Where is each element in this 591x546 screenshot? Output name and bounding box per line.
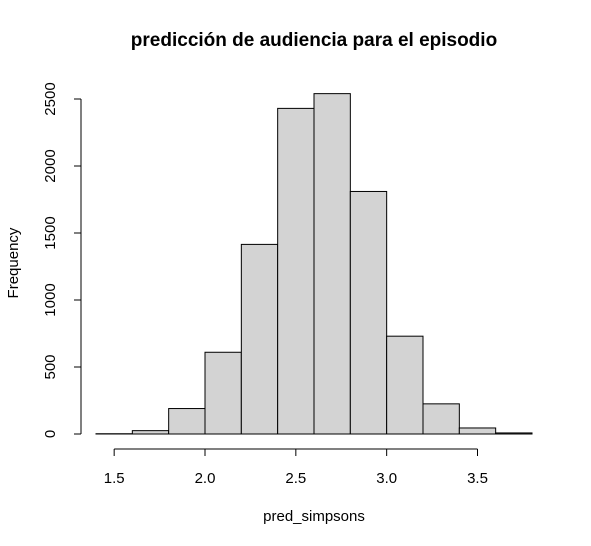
y-tick-label: 0 xyxy=(42,430,59,438)
histogram-bar xyxy=(386,335,424,435)
histogram-bar xyxy=(277,107,315,435)
histogram-bar xyxy=(495,432,533,435)
histogram-bar xyxy=(168,408,206,435)
x-tick-label: 3.5 xyxy=(467,470,488,487)
x-tick-label: 1.5 xyxy=(104,470,125,487)
y-axis-ticks: 0 500 1000 1500 2000 2500 xyxy=(42,82,81,438)
histogram-bars xyxy=(95,93,533,435)
x-axis-label: pred_simpsons xyxy=(263,508,365,525)
histogram-bar xyxy=(313,93,351,435)
chart-title: predicción de audiencia para el episodio xyxy=(131,30,497,51)
histogram-bar xyxy=(458,427,497,435)
y-tick-label: 2000 xyxy=(42,149,59,182)
y-tick-label: 1000 xyxy=(42,283,59,316)
x-axis-ticks: 1.5 2.0 2.5 3.0 3.5 xyxy=(104,449,488,487)
histogram-bar xyxy=(204,351,242,435)
y-tick-label: 1500 xyxy=(42,216,59,249)
histogram-bar xyxy=(131,430,170,435)
x-tick-label: 2.0 xyxy=(195,470,216,487)
y-tick-label: 500 xyxy=(42,354,59,379)
y-tick-label: 2500 xyxy=(42,82,59,115)
y-axis-label: Frequency xyxy=(5,227,22,298)
histogram-bar xyxy=(240,243,279,435)
y-axis: 0 500 1000 1500 2000 2500 xyxy=(42,82,82,438)
x-tick-label: 2.5 xyxy=(285,470,306,487)
x-axis: 1.5 2.0 2.5 3.0 3.5 xyxy=(104,448,488,487)
x-tick-label: 3.0 xyxy=(376,470,397,487)
histogram-bar xyxy=(349,190,388,435)
histogram-bar xyxy=(422,403,460,435)
